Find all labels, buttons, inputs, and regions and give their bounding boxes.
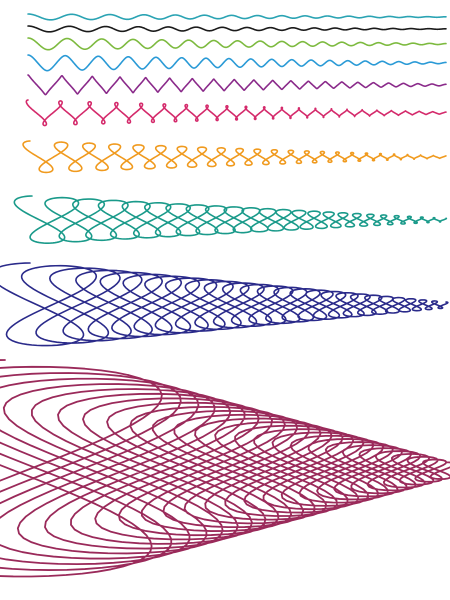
curve-group [0,13,450,578]
curve-6 [25,99,447,127]
curve-4 [27,54,447,72]
curve-7 [22,140,447,174]
curve-9 [0,262,449,347]
curve-3 [27,37,447,51]
curve-2 [27,25,447,33]
curve-1 [27,13,447,21]
curve-5 [27,74,447,96]
curve-10 [0,359,450,578]
curve-8 [13,195,448,244]
